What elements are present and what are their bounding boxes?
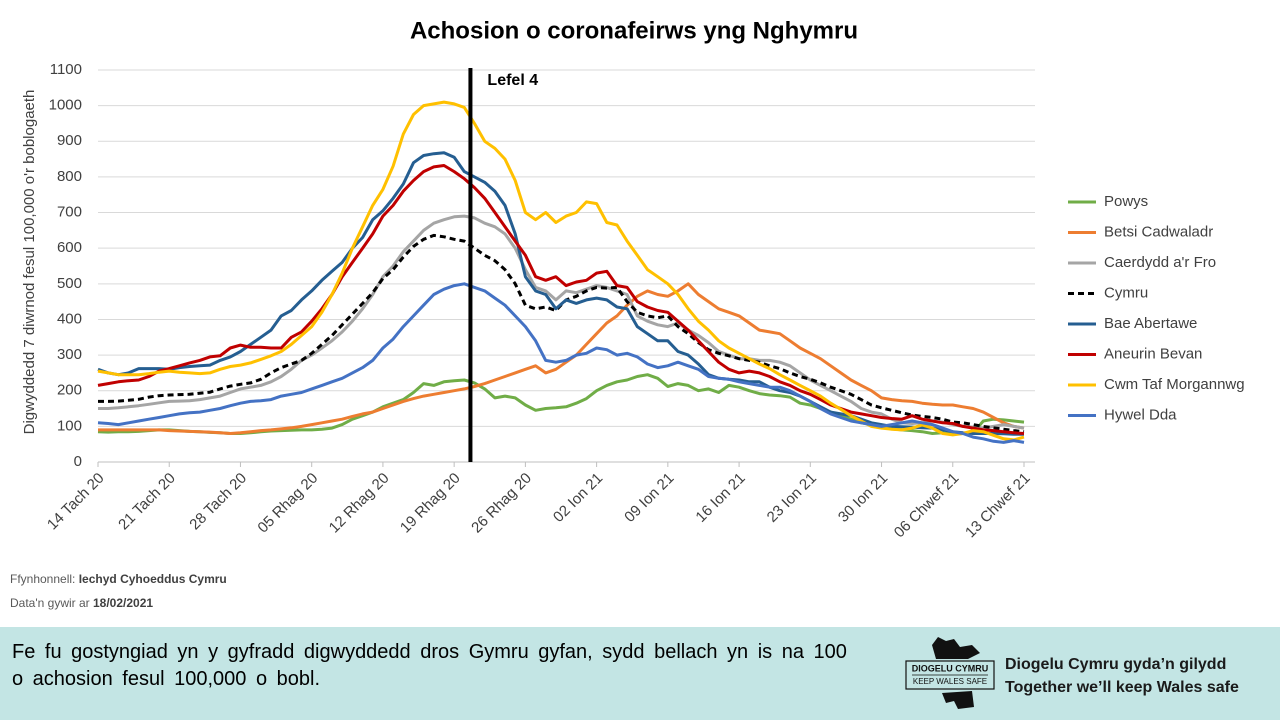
x-tick-label: 05 Rhag 20 bbox=[254, 470, 321, 537]
series-line bbox=[97, 282, 1025, 444]
tagline-en: Together we’ll keep Wales safe bbox=[1005, 679, 1239, 696]
x-tick-label: 28 Tach 20 bbox=[186, 470, 250, 534]
date-line: Data'n gywir ar 18/02/2021 bbox=[10, 596, 153, 610]
y-tick-label: 1000 bbox=[49, 97, 82, 114]
date-value: 18/02/2021 bbox=[93, 596, 154, 610]
tagline-cy: Diogelu Cymru gyda’n gilydd bbox=[1005, 656, 1227, 673]
annotation-label: Lefel 4 bbox=[487, 72, 538, 89]
logo-text: DIOGELU CYMRU bbox=[912, 663, 989, 673]
chart: Achosion o coronafeirws yng Nghymru Digw… bbox=[21, 17, 1245, 542]
y-tick-label: 900 bbox=[57, 132, 82, 149]
logo-text: KEEP WALES SAFE bbox=[913, 677, 987, 686]
logo: DIOGELU CYMRU KEEP WALES SAFE bbox=[905, 637, 995, 709]
x-tick-label: 23 Ion 21 bbox=[764, 470, 820, 526]
logo-dragon bbox=[932, 637, 980, 659]
y-tick-label: 0 bbox=[74, 453, 82, 470]
y-tick-label: 1100 bbox=[50, 61, 82, 78]
series-line bbox=[97, 164, 1025, 435]
logo-dragon-tail bbox=[942, 691, 974, 709]
tagline: Diogelu Cymru gyda’n gilydd Together we’l… bbox=[1005, 653, 1239, 699]
x-tick-label: 21 Tach 20 bbox=[115, 470, 179, 534]
legend-label: Aneurin Bevan bbox=[1104, 345, 1202, 362]
y-tick-label: 200 bbox=[57, 382, 82, 399]
x-tick-label: 06 Chwef 21 bbox=[891, 470, 963, 542]
banner: Fe fu gostyngiad yn y gyfradd digwyddedd… bbox=[0, 627, 1280, 720]
x-tick-label: 19 Rhag 20 bbox=[397, 470, 464, 537]
y-axis-label: Digwyddedd 7 diwrnod fesul 100,000 o'r b… bbox=[21, 90, 38, 435]
y-tick-label: 800 bbox=[57, 168, 82, 185]
source-value: Iechyd Cyhoeddus Cymru bbox=[78, 572, 227, 586]
y-tick-label: 500 bbox=[57, 275, 82, 292]
logo-box bbox=[905, 660, 995, 690]
x-tick-label: 13 Chwef 21 bbox=[962, 470, 1034, 542]
banner-message: Fe fu gostyngiad yn y gyfradd digwyddedd… bbox=[12, 641, 847, 690]
legend-label: Caerdydd a'r Fro bbox=[1104, 254, 1216, 271]
y-tick-label: 600 bbox=[57, 239, 82, 256]
source-label: Ffynhonnell: bbox=[10, 572, 76, 586]
series-line bbox=[98, 282, 1025, 435]
source-line: Ffynhonnell: Iechyd Cyhoeddus Cymru bbox=[10, 572, 227, 586]
series-line bbox=[97, 151, 1024, 436]
legend-label: Cymru bbox=[1104, 284, 1148, 301]
y-tick-label: 700 bbox=[57, 204, 82, 221]
x-tick-label: 30 Ion 21 bbox=[835, 470, 891, 526]
x-tick-label: 16 Ion 21 bbox=[692, 470, 748, 526]
legend-label: Powys bbox=[1104, 193, 1148, 210]
legend-label: Bae Abertawe bbox=[1104, 315, 1197, 332]
legend-label: Cwm Taf Morgannwg bbox=[1104, 376, 1245, 393]
y-tick-label: 400 bbox=[57, 310, 82, 327]
legend-label: Betsi Cadwaladr bbox=[1104, 223, 1213, 240]
y-tick-label: 300 bbox=[57, 346, 82, 363]
y-tick-label: 100 bbox=[57, 417, 82, 434]
date-label: Data'n gywir ar bbox=[10, 596, 90, 610]
series-line bbox=[98, 233, 1025, 434]
x-tick-label: 09 Ion 21 bbox=[621, 470, 677, 526]
x-tick-label: 26 Rhag 20 bbox=[468, 470, 535, 537]
x-tick-label: 02 Ion 21 bbox=[550, 470, 606, 526]
x-tick-label: 12 Rhag 20 bbox=[326, 470, 393, 537]
series-line bbox=[98, 214, 1025, 430]
legend-label: Hywel Dda bbox=[1104, 406, 1177, 423]
chart-title: Achosion o coronafeirws yng Nghymru bbox=[410, 17, 858, 44]
x-tick-label: 14 Tach 20 bbox=[44, 470, 108, 534]
